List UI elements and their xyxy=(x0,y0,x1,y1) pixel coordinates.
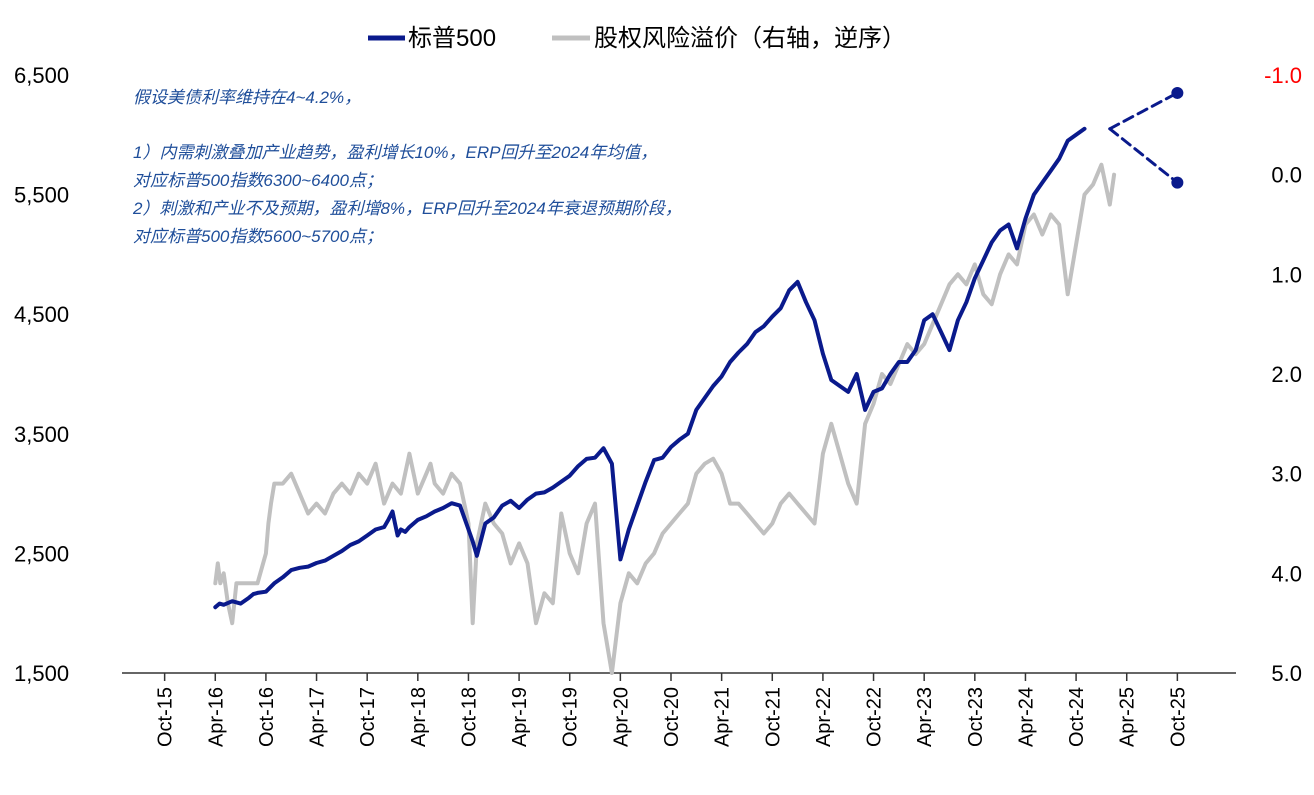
x-tick-label: Oct-22 xyxy=(864,687,886,747)
annotation-line-3: 对应标普500指数6300~6400点； xyxy=(133,171,383,190)
x-tick-label: Oct-16 xyxy=(256,687,278,747)
left-axis-ticks: 1,500 2,500 3,500 4,500 5,500 6,500 xyxy=(14,63,69,686)
x-tick-label: Apr-22 xyxy=(813,687,835,747)
x-tick-label: Oct-18 xyxy=(458,687,480,747)
x-tick-label: Apr-16 xyxy=(205,687,227,747)
legend-label-erp: 股权风险溢价（右轴，逆序） xyxy=(594,25,906,52)
x-tick-label: Oct-19 xyxy=(560,687,582,747)
right-tick-label: 0.0 xyxy=(1271,163,1302,188)
right-tick-label: -1.0 xyxy=(1264,63,1302,88)
annotation-line-2: 1）内需刺激叠加产业趋势，盈利增长10%，ERP回升至2024年均值， xyxy=(133,143,657,162)
x-tick-label: Apr-25 xyxy=(1117,687,1139,747)
series-line-0 xyxy=(213,126,1087,610)
annotation-line-4: 2）刺激和产业不及预期，盈利增8%，ERP回升至2024年衰退预期阶段， xyxy=(132,199,682,218)
x-tick-label: Apr-24 xyxy=(1015,687,1037,747)
annotation-line-5: 对应标普500指数5600~5700点； xyxy=(133,227,383,246)
left-tick-label: 4,500 xyxy=(14,302,69,327)
x-tick-label: Apr-21 xyxy=(712,687,734,747)
x-tick-label: Oct-17 xyxy=(357,687,379,747)
x-tick-label: Oct-15 xyxy=(155,687,177,747)
series-line-2 xyxy=(1108,91,1179,131)
series-line-3 xyxy=(1108,127,1179,185)
annotation-line-1: 假设美债利率维持在4~4.2%， xyxy=(133,88,361,107)
x-axis-ticks: Oct-15 Apr-16 Oct-16 Apr-17 Oct-17 Apr-18 Oct-… xyxy=(155,673,1189,747)
legend-label-sp500: 标普500 xyxy=(408,25,496,52)
right-tick-label: 2.0 xyxy=(1271,362,1302,387)
series-layer xyxy=(213,86,1184,675)
x-tick-label: Oct-24 xyxy=(1066,687,1088,747)
x-tick-label: Oct-25 xyxy=(1167,687,1189,747)
x-tick-label: Apr-23 xyxy=(914,687,936,747)
x-tick-label: Apr-19 xyxy=(509,687,531,747)
right-tick-label: 1.0 xyxy=(1271,262,1302,287)
x-tick-label: Oct-21 xyxy=(762,687,784,747)
projection-endpoint xyxy=(1171,86,1184,99)
left-tick-label: 5,500 xyxy=(14,183,69,208)
x-tick-label: Apr-18 xyxy=(408,687,430,747)
x-tick-label: Apr-20 xyxy=(610,687,632,747)
left-tick-label: 6,500 xyxy=(14,63,69,88)
legend: 标普500 股权风险溢价（右轴，逆序） xyxy=(368,25,906,52)
left-tick-label: 1,500 xyxy=(14,661,69,686)
x-tick-label: Oct-20 xyxy=(661,687,683,747)
right-tick-label: 4.0 xyxy=(1271,561,1302,586)
right-tick-label: 3.0 xyxy=(1271,462,1302,487)
series-line-1 xyxy=(213,162,1117,675)
left-tick-label: 2,500 xyxy=(14,541,69,566)
x-tick-label: Apr-17 xyxy=(307,687,329,747)
annotation: 假设美债利率维持在4~4.2%， 1）内需刺激叠加产业趋势，盈利增长10%，ER… xyxy=(132,88,682,246)
x-tick-label: Oct-23 xyxy=(965,687,987,747)
right-axis-ticks: -1.0 0.0 1.0 2.0 3.0 4.0 5.0 xyxy=(1264,63,1302,686)
left-tick-label: 3,500 xyxy=(14,422,69,447)
right-tick-label: 5.0 xyxy=(1271,661,1302,686)
projection-endpoint xyxy=(1171,176,1184,189)
